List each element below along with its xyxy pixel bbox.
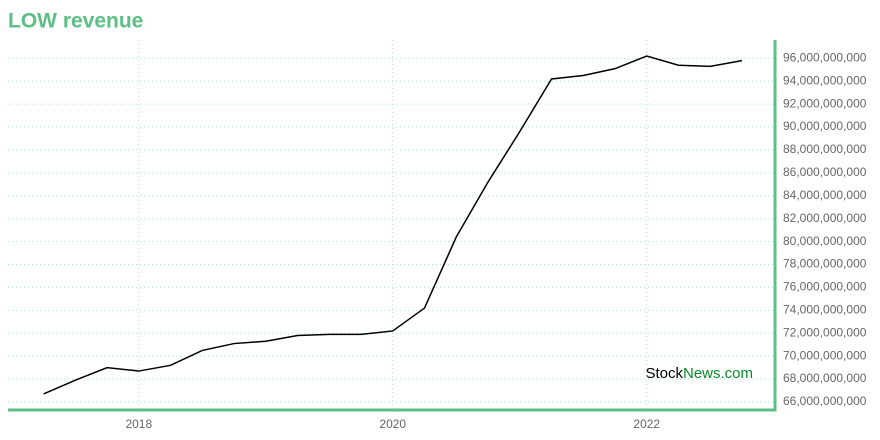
y-tick-label: 66,000,000,000 [783, 394, 867, 408]
y-tick-label: 90,000,000,000 [783, 119, 867, 133]
watermark: StockNews.com [645, 365, 753, 382]
x-tick-label: 2018 [125, 417, 152, 431]
y-tick-label: 92,000,000,000 [783, 96, 867, 110]
x-tick-label: 2020 [379, 417, 406, 431]
y-tick-label: 96,000,000,000 [783, 51, 867, 65]
y-tick-label: 70,000,000,000 [783, 348, 867, 362]
y-tick-label: 88,000,000,000 [783, 142, 867, 156]
y-tick-label: 72,000,000,000 [783, 325, 867, 339]
line-series [43, 55, 743, 395]
x-tick-label: 2022 [633, 417, 660, 431]
y-tick-label: 94,000,000,000 [783, 73, 867, 87]
watermark-stock: Stock [645, 365, 683, 382]
y-tick-label: 80,000,000,000 [783, 234, 867, 248]
y-tick-label: 74,000,000,000 [783, 303, 867, 317]
watermark-news: News.com [683, 365, 753, 382]
y-tick-label: 68,000,000,000 [783, 371, 867, 385]
y-tick-label: 76,000,000,000 [783, 280, 867, 294]
chart-title: LOW revenue [8, 10, 143, 33]
y-tick-label: 82,000,000,000 [783, 211, 867, 225]
y-tick-label: 84,000,000,000 [783, 188, 867, 202]
y-tick-label: 86,000,000,000 [783, 165, 867, 179]
y-tick-label: 78,000,000,000 [783, 257, 867, 271]
